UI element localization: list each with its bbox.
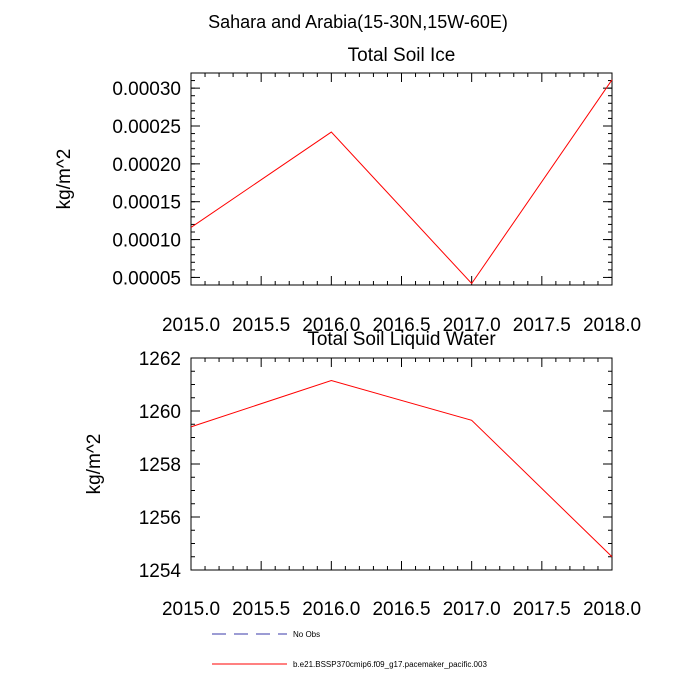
x-tick-label: 2017.5	[513, 599, 571, 620]
y-tick-label: 0.00025	[112, 117, 181, 138]
legend-label-no-obs: No Obs	[293, 630, 320, 639]
plot-frame	[190, 357, 613, 571]
x-tick-label: 2015.5	[232, 315, 290, 336]
figure-suptitle: Sahara and Arabia(15-30N,15W-60E)	[208, 12, 508, 32]
x-tick-label: 2018.0	[583, 315, 641, 336]
x-tick-label: 2017.5	[513, 315, 571, 336]
y-tick-label: 0.00030	[112, 79, 181, 100]
y-axis-label: kg/m^2	[54, 149, 75, 210]
y-tick-label: 1262	[139, 349, 181, 370]
y-tick-label: 1260	[139, 402, 181, 423]
y-tick-label: 1254	[139, 561, 182, 582]
y-tick-label: 0.00015	[112, 193, 181, 214]
x-tick-label: 2015.0	[162, 599, 220, 620]
chart-title: Total Soil Ice	[348, 45, 456, 66]
x-tick-label: 2017.0	[443, 315, 501, 336]
series-line	[190, 79, 613, 285]
x-tick-label: 2016.0	[302, 599, 360, 620]
panel-total-soil-liquid-water: Total Soil Liquid Water kg/m^2 2015.0 2015.…	[84, 329, 641, 620]
x-tick-label: 2016.0	[302, 315, 360, 336]
panel-total-soil-ice: Total Soil Ice kg/m^2 2015.0 2015.5 2016.0 20…	[54, 45, 641, 336]
y-tick-label: 0.00005	[112, 268, 181, 289]
chart-title: Total Soil Liquid Water	[307, 329, 496, 350]
x-tick-label: 2018.0	[583, 599, 641, 620]
y-tick-label: 1258	[139, 455, 181, 476]
x-tick-label: 2016.5	[372, 599, 430, 620]
y-tick-label: 1256	[139, 508, 181, 529]
plot-frame	[190, 72, 613, 286]
x-tick-label: 2015.0	[162, 315, 220, 336]
x-tick-label: 2017.0	[443, 599, 501, 620]
legend: No Obs b.e21.BSSP370cmip6.f09_g17.pacema…	[212, 630, 487, 669]
y-axis-label: kg/m^2	[84, 434, 105, 495]
y-tick-label: 0.00010	[112, 231, 181, 252]
x-tick-label: 2016.5	[372, 315, 430, 336]
series-line	[190, 380, 613, 558]
y-tick-label: 0.00020	[112, 155, 181, 176]
legend-label-model: b.e21.BSSP370cmip6.f09_g17.pacemaker_pac…	[293, 660, 487, 669]
x-tick-label: 2015.5	[232, 599, 290, 620]
